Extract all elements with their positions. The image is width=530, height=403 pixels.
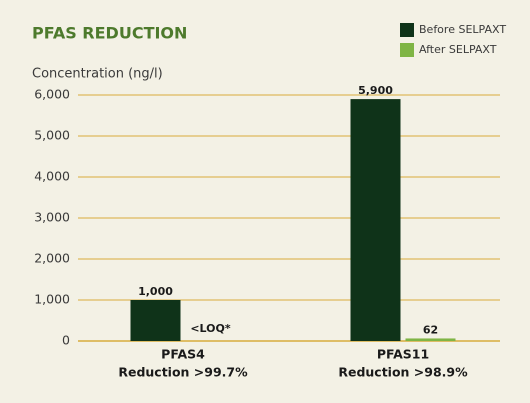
y-tick-label: 4,000 [34, 169, 70, 184]
y-tick-label: 5,000 [34, 128, 70, 143]
y-tick-label: 3,000 [34, 210, 70, 225]
y-tick-label: 6,000 [34, 87, 70, 102]
y-axis-label: Concentration (ng/l) [32, 67, 163, 82]
bar [130, 300, 181, 341]
x-tick-label: PFAS4 [161, 347, 205, 362]
legend-label: Before SELPAXT [419, 23, 506, 36]
y-tick-label: 1,000 [34, 292, 70, 307]
data-label: 1,000 [138, 285, 173, 298]
data-label: <LOQ* [190, 322, 231, 335]
bar [350, 99, 401, 341]
x-tick-label: PFAS11 [377, 347, 429, 362]
bar [405, 338, 456, 341]
chart-title: PFAS REDUCTION [32, 24, 187, 43]
legend-swatch [400, 23, 414, 37]
legend-swatch [400, 43, 414, 57]
y-tick-label: 2,000 [34, 251, 70, 266]
y-tick-label: 0 [62, 333, 70, 348]
category-note: Reduction >99.7% [118, 365, 248, 380]
category-note: Reduction >98.9% [338, 365, 468, 380]
legend-label: After SELPAXT [419, 43, 497, 56]
data-label: 62 [423, 323, 438, 336]
data-label: 5,900 [358, 84, 393, 97]
